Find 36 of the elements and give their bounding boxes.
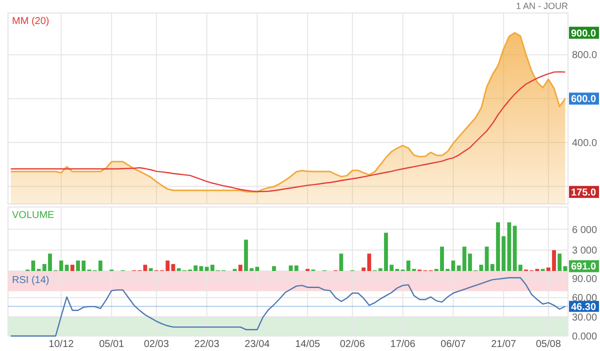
x-tick-label: 06/07 bbox=[440, 339, 466, 350]
text: MM (20) bbox=[12, 16, 50, 27]
y-tick-label: 30.00 bbox=[572, 312, 598, 324]
bar bbox=[70, 264, 74, 271]
x-tick-label: 02/06 bbox=[340, 339, 366, 350]
y-tick-label: 6 000 bbox=[572, 224, 598, 236]
line-series bbox=[10, 71, 566, 192]
x-tick-label: 21/07 bbox=[491, 339, 517, 350]
annotation: 900.0 bbox=[571, 28, 596, 40]
chart-subtitle: 1 AN - JOUR bbox=[516, 1, 568, 11]
x-tick-label: 22/03 bbox=[194, 339, 220, 350]
text: VOLUME bbox=[12, 210, 55, 221]
y-tick-label: 800.0 bbox=[572, 50, 598, 62]
ref-line-label: 46.30 bbox=[571, 302, 596, 313]
x-tick-label: 05/01 bbox=[99, 339, 125, 350]
line-series bbox=[10, 277, 566, 337]
y-tick-label: 0.000 bbox=[572, 332, 598, 342]
annotation: 175.0 bbox=[571, 187, 596, 198]
bar bbox=[339, 254, 344, 271]
x-tick-label: 02/03 bbox=[144, 339, 170, 350]
bar bbox=[64, 264, 69, 271]
x-tick-label: 05/08 bbox=[536, 339, 562, 350]
y-tick-label: 60.00 bbox=[572, 293, 598, 304]
x-tick-label: 14/05 bbox=[295, 339, 321, 350]
y-tick-label: 90.00 bbox=[572, 274, 598, 285]
x-tick-label: 23/04 bbox=[244, 339, 270, 350]
x-tick-label: 10/12 bbox=[48, 339, 74, 350]
text: RSI (14) bbox=[12, 275, 50, 286]
annotation: 691.0 bbox=[571, 262, 596, 273]
x-tick-label: 17/06 bbox=[390, 339, 416, 350]
bar bbox=[148, 268, 153, 271]
bar bbox=[238, 264, 242, 271]
bar bbox=[272, 266, 276, 271]
y-tick-label: 3 000 bbox=[572, 246, 598, 257]
annotation: 600.0 bbox=[571, 94, 596, 106]
y-tick-label: 400.0 bbox=[572, 138, 598, 150]
